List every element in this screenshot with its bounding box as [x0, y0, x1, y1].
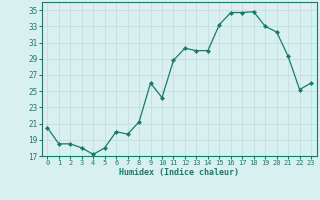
X-axis label: Humidex (Indice chaleur): Humidex (Indice chaleur): [119, 168, 239, 177]
